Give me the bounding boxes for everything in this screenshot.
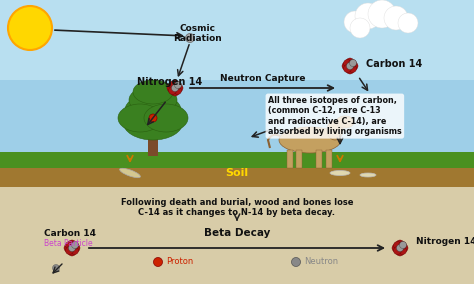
Ellipse shape <box>123 104 183 140</box>
Circle shape <box>399 247 407 254</box>
Circle shape <box>172 85 179 91</box>
Circle shape <box>171 80 179 88</box>
Circle shape <box>349 60 356 66</box>
Ellipse shape <box>279 127 341 153</box>
Ellipse shape <box>129 86 177 114</box>
Ellipse shape <box>360 173 376 177</box>
Circle shape <box>392 244 400 252</box>
FancyBboxPatch shape <box>287 150 293 168</box>
Circle shape <box>68 248 76 256</box>
FancyBboxPatch shape <box>148 128 158 156</box>
Circle shape <box>72 244 80 252</box>
Ellipse shape <box>327 120 343 140</box>
Ellipse shape <box>336 116 354 128</box>
Circle shape <box>368 0 396 28</box>
Circle shape <box>384 6 408 30</box>
Circle shape <box>72 241 79 248</box>
Circle shape <box>344 60 352 68</box>
Circle shape <box>399 241 407 250</box>
Circle shape <box>175 84 183 92</box>
Circle shape <box>65 247 73 254</box>
Circle shape <box>154 258 163 266</box>
Circle shape <box>396 240 404 248</box>
Circle shape <box>393 247 401 254</box>
Text: Cosmic
Radiation: Cosmic Radiation <box>173 24 222 43</box>
FancyBboxPatch shape <box>326 150 332 168</box>
Circle shape <box>64 244 72 252</box>
FancyBboxPatch shape <box>0 0 474 80</box>
Circle shape <box>396 248 404 256</box>
Circle shape <box>396 245 403 252</box>
Circle shape <box>65 241 73 250</box>
Circle shape <box>350 18 370 38</box>
Text: Proton: Proton <box>166 258 193 266</box>
FancyBboxPatch shape <box>0 152 474 168</box>
Ellipse shape <box>330 170 350 176</box>
Ellipse shape <box>119 168 140 178</box>
Ellipse shape <box>125 94 181 126</box>
Circle shape <box>348 64 356 72</box>
Circle shape <box>53 264 60 272</box>
Circle shape <box>167 84 175 92</box>
Text: Beta Particle: Beta Particle <box>44 239 92 248</box>
Circle shape <box>346 58 354 66</box>
FancyBboxPatch shape <box>0 0 474 165</box>
Text: Carbon 14: Carbon 14 <box>366 59 422 69</box>
Circle shape <box>346 66 354 74</box>
Circle shape <box>173 82 182 89</box>
Circle shape <box>168 87 176 95</box>
Circle shape <box>71 247 79 254</box>
Circle shape <box>342 62 350 70</box>
Circle shape <box>171 88 179 96</box>
Circle shape <box>173 87 182 95</box>
Text: Neutron: Neutron <box>304 258 338 266</box>
Text: Nitrogen 14: Nitrogen 14 <box>137 77 202 87</box>
Ellipse shape <box>118 104 162 132</box>
Text: Following death and burial, wood and bones lose
C-14 as it changes to N-14 by be: Following death and burial, wood and bon… <box>121 198 353 217</box>
FancyBboxPatch shape <box>316 150 322 168</box>
Circle shape <box>398 13 418 33</box>
Circle shape <box>346 62 354 70</box>
Text: Nitrogen 14: Nitrogen 14 <box>416 237 474 247</box>
Circle shape <box>292 258 301 266</box>
Circle shape <box>8 6 52 50</box>
Circle shape <box>168 82 176 89</box>
Text: Carbon 14: Carbon 14 <box>44 229 96 239</box>
Circle shape <box>393 241 401 250</box>
FancyBboxPatch shape <box>0 187 474 284</box>
Circle shape <box>68 240 76 248</box>
Text: All three isotopes of carbon,
(common C-12, rare C-13
and radioactive C-14), are: All three isotopes of carbon, (common C-… <box>268 96 402 136</box>
Circle shape <box>355 3 381 29</box>
Text: Soil: Soil <box>226 168 248 178</box>
Circle shape <box>174 82 182 89</box>
Circle shape <box>149 114 157 122</box>
Circle shape <box>400 244 408 252</box>
FancyBboxPatch shape <box>296 150 302 168</box>
Text: Beta Decay: Beta Decay <box>204 228 270 238</box>
FancyBboxPatch shape <box>0 163 474 187</box>
Circle shape <box>344 64 352 72</box>
Circle shape <box>71 241 79 250</box>
Circle shape <box>344 11 366 33</box>
Text: Neutron Capture: Neutron Capture <box>220 74 305 83</box>
Circle shape <box>185 34 194 43</box>
Circle shape <box>348 60 356 68</box>
Circle shape <box>350 62 358 70</box>
Circle shape <box>69 245 75 252</box>
Circle shape <box>400 241 407 248</box>
Ellipse shape <box>144 104 188 132</box>
Ellipse shape <box>133 80 173 104</box>
